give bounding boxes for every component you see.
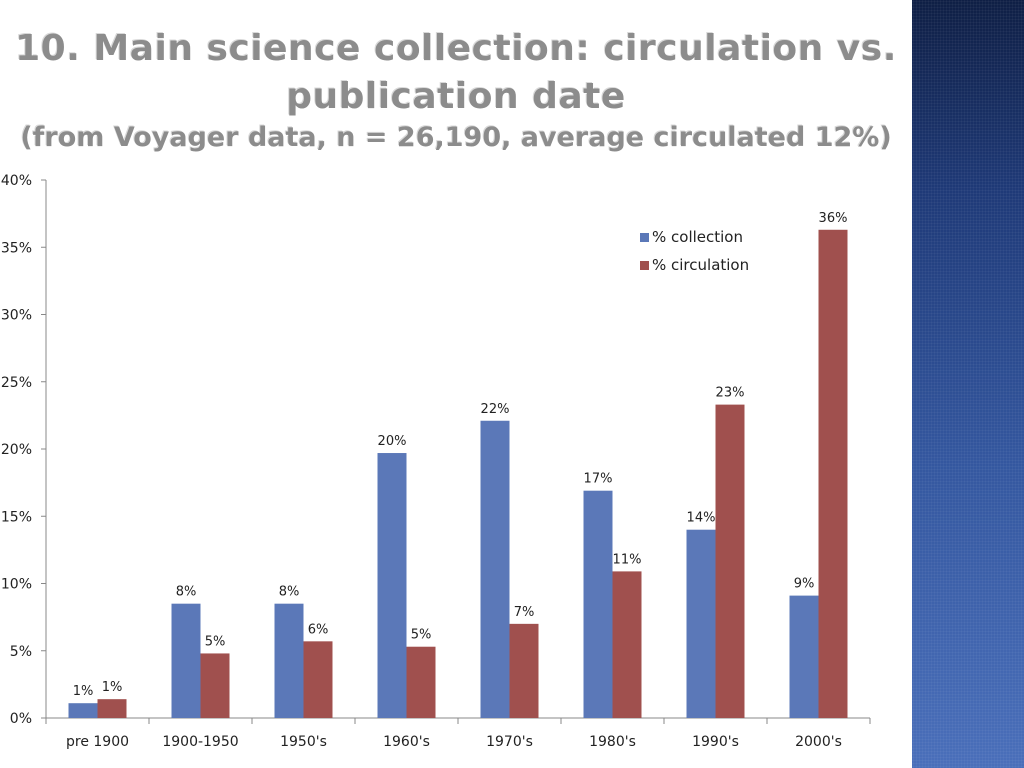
chart-bars	[68, 229, 848, 718]
y-tick-label: 15%	[1, 509, 32, 525]
bar-collection	[480, 420, 510, 718]
data-label: 7%	[514, 605, 535, 620]
y-tick-label: 35%	[1, 240, 32, 256]
data-label: 1%	[102, 680, 123, 695]
slide-title-line-1: 10. Main science collection: circulation…	[15, 28, 897, 69]
bar-circulation	[97, 699, 127, 718]
y-tick-label: 40%	[1, 173, 32, 189]
data-label: 5%	[411, 628, 432, 643]
data-label: 9%	[794, 577, 815, 592]
data-label: 22%	[481, 402, 510, 417]
data-label: 11%	[613, 552, 642, 567]
bar-chart: 0% 5% 10% 15% 20% 25% 30% 35% 40% pre 1900 1900-19…	[1, 173, 871, 750]
bar-collection	[686, 529, 716, 718]
legend-label: % circulation	[652, 256, 749, 274]
bar-collection	[583, 490, 613, 718]
bar-circulation	[303, 641, 333, 718]
legend-label: % collection	[652, 228, 743, 246]
y-tick-label: 20%	[1, 442, 32, 458]
x-tick-label: 1950's	[280, 734, 327, 750]
data-label: 17%	[584, 472, 613, 487]
bar-circulation	[200, 653, 230, 718]
x-tick-label: 2000's	[795, 734, 842, 750]
bar-circulation	[818, 229, 848, 718]
data-label: 14%	[687, 511, 716, 526]
bar-circulation	[509, 623, 539, 718]
chart-data-labels: 1% 8% 8% 20% 22% 17% 14% 9% 1% 5% 6% 5% 7% 11% 23% 36%	[73, 211, 848, 699]
data-label: 20%	[378, 434, 407, 449]
x-tick-label: 1980's	[589, 734, 636, 750]
data-label: 36%	[819, 211, 848, 226]
bar-circulation	[612, 571, 642, 718]
bar-collection	[274, 603, 304, 718]
data-label: 8%	[176, 585, 197, 600]
y-tick-label: 25%	[1, 375, 32, 391]
chart-legend: % collection % circulation	[640, 228, 749, 274]
legend-swatch	[640, 261, 649, 270]
data-label: 5%	[205, 634, 226, 649]
bar-collection	[377, 453, 407, 718]
x-tick-label: 1960's	[383, 734, 430, 750]
data-label: 6%	[308, 622, 329, 637]
bar-collection	[789, 595, 819, 718]
slide-subtitle: (from Voyager data, n = 26,190, average …	[20, 122, 892, 153]
chart-axes: 0% 5% 10% 15% 20% 25% 30% 35% 40% pre 1900 1900-19…	[1, 173, 871, 750]
data-label: 1%	[73, 684, 94, 699]
x-tick-label: 1970's	[486, 734, 533, 750]
data-label: 8%	[279, 585, 300, 600]
slide-side-band	[912, 0, 1024, 768]
bar-circulation	[406, 646, 436, 718]
bar-collection	[171, 603, 201, 718]
data-label: 23%	[716, 386, 745, 401]
y-tick-label: 10%	[1, 577, 32, 593]
bar-collection	[68, 703, 98, 718]
x-tick-label: 1900-1950	[162, 734, 238, 750]
y-tick-label: 5%	[10, 644, 32, 660]
y-tick-label: 30%	[1, 308, 32, 324]
x-tick-label: pre 1900	[66, 734, 129, 750]
slide-title-line-2: publication date	[286, 76, 626, 117]
y-tick-label: 0%	[10, 711, 32, 727]
legend-swatch	[640, 233, 649, 242]
x-tick-label: 1990's	[692, 734, 739, 750]
bar-circulation	[715, 404, 745, 718]
